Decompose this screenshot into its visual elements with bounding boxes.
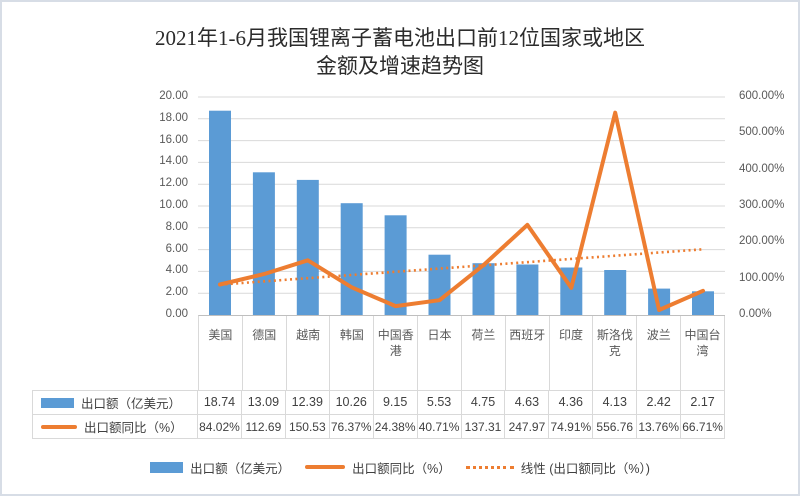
table-cell: 12.39 [286, 391, 330, 414]
bar-斯洛伐克 [604, 270, 627, 315]
table-row-export-value: 出口额（亿美元） 18.74 13.09 12.39 10.26 9.15 5.53 4.7… [32, 390, 726, 414]
left-axis-tick: 16.00 [159, 133, 188, 146]
bar-中国香港 [384, 215, 407, 315]
legend-label: 出口额（亿美元） [190, 461, 291, 476]
legend-label: 线性 (出口额同比（%）) [520, 461, 650, 476]
right-axis-tick: 400.00% [739, 162, 785, 175]
left-axis-tick: 8.00 [165, 220, 188, 233]
right-y-axis: 600.00% 500.00% 400.00% 300.00% 200.00% 100.0… [739, 90, 798, 320]
table-cell: 150.53 [286, 415, 330, 438]
category-label-越南: 越南 [287, 316, 331, 390]
table-row-label-text: 出口额（亿美元） [81, 397, 182, 411]
table-cell: 4.36 [549, 391, 594, 414]
table-cell: 4.63 [505, 391, 550, 414]
table-cell: 2.17 [681, 391, 726, 414]
right-axis-tick: 300.00% [739, 199, 785, 211]
table-cell: 5.53 [418, 391, 462, 414]
table-cell: 137.31 [462, 415, 506, 438]
legend-trend-key-icon [465, 465, 514, 469]
table-row-export-growth: 出口额同比（%） 84.02% 112.69 150.53 76.37% 24.38% 4… [32, 414, 726, 439]
legend-label: 出口额同比（%） [352, 461, 451, 476]
table-cell: 74.91% [549, 415, 594, 438]
growth-line [218, 110, 705, 312]
right-axis-tick: 200.00% [739, 235, 785, 248]
category-label-德国: 德国 [243, 316, 287, 390]
left-axis-tick: 12.00 [159, 177, 188, 190]
left-axis-tick: 18.00 [159, 111, 188, 124]
table-cell: 66.71% [681, 415, 726, 438]
left-axis-tick: 2.00 [165, 286, 188, 299]
chart-title: 2021年1-6月我国锂离子蓄电池出口前12位国家或地区 金额及增速趋势图 [2, 24, 798, 80]
table-cell: 13.09 [242, 391, 286, 414]
category-axis: 美国 德国 越南 韩国 中国香港 日本 荷兰 西班牙 印度 斯洛伐克 波兰 中国台湾 [198, 315, 725, 390]
right-axis-tick: 100.00% [739, 271, 785, 284]
table-cell: 84.02% [198, 415, 242, 438]
category-label-日本: 日本 [418, 316, 462, 390]
right-axis-tick: 500.00% [739, 126, 785, 139]
table-cell: 247.97 [505, 415, 550, 438]
left-axis-tick: 14.00 [159, 155, 188, 168]
table-cell: 2.42 [637, 391, 682, 414]
category-label-中国台湾: 中国台湾 [681, 316, 725, 390]
left-axis-tick: 4.00 [165, 264, 188, 277]
table-row-label-export-value: 出口额（亿美元） [32, 391, 198, 414]
table-cell: 9.15 [374, 391, 418, 414]
legend-item-bar: 出口额（亿美元） [150, 458, 290, 477]
legend-item-line: 出口额同比（%） [305, 458, 451, 477]
chart-legend: 出口额（亿美元） 出口额同比（%） 线性 (出口额同比（%）) [2, 452, 798, 482]
table-cell: 76.37% [330, 415, 374, 438]
table-cell: 4.13 [593, 391, 638, 414]
table-row-label-text: 出口额同比（%） [84, 421, 183, 435]
category-label-韩国: 韩国 [330, 316, 375, 390]
left-axis-tick: 20.00 [159, 90, 188, 102]
category-label-西班牙: 西班牙 [506, 316, 550, 390]
table-cell: 24.38% [374, 415, 418, 438]
table-cell: 4.75 [462, 391, 506, 414]
category-label-斯洛伐克: 斯洛伐克 [593, 316, 638, 390]
bar-美国 [209, 110, 231, 315]
right-axis-tick: 0.00% [739, 308, 772, 320]
left-axis-tick: 10.00 [159, 199, 188, 211]
table-cell: 556.76 [593, 415, 638, 438]
chart-title-line2: 金额及增速趋势图 [316, 54, 484, 78]
table-cell: 18.74 [198, 391, 242, 414]
category-label-中国香港: 中国香港 [374, 316, 419, 390]
bar-荷兰 [472, 263, 495, 315]
category-label-波兰: 波兰 [637, 316, 682, 390]
table-cell: 112.69 [242, 415, 286, 438]
category-label-荷兰: 荷兰 [462, 316, 506, 390]
plot-area [198, 96, 725, 315]
line-series-key-icon [41, 424, 77, 429]
bar-韩国 [340, 203, 363, 315]
bar-西班牙 [516, 264, 539, 315]
table-row-label-export-growth: 出口额同比（%） [32, 415, 198, 438]
category-label-美国: 美国 [199, 316, 243, 390]
bar-德国 [252, 172, 275, 315]
left-y-axis: 20.00 18.00 16.00 14.00 12.00 10.00 8.00 6.00 4.… [102, 90, 188, 320]
category-label-印度: 印度 [550, 316, 594, 390]
table-cell: 10.26 [330, 391, 374, 414]
right-axis-tick: 600.00% [739, 90, 785, 102]
left-axis-tick: 0.00 [165, 308, 188, 320]
bar-中国台湾 [692, 291, 714, 315]
left-axis-tick: 6.00 [165, 242, 188, 255]
table-cells-export-growth: 84.02% 112.69 150.53 76.37% 24.38% 40.71% 137.… [198, 415, 726, 438]
chart-title-line1: 2021年1-6月我国锂离子蓄电池出口前12位国家或地区 [155, 26, 645, 50]
table-cells-export-value: 18.74 13.09 12.39 10.26 9.15 5.53 4.75 4.63 4.36… [198, 391, 726, 414]
legend-line-key-icon [305, 465, 346, 469]
table-cell: 13.76% [637, 415, 682, 438]
bar-越南 [296, 179, 319, 315]
table-cell: 40.71% [418, 415, 462, 438]
bar-series-key-icon [41, 397, 74, 408]
legend-item-trend: 线性 (出口额同比（%）) [465, 458, 650, 477]
bar-日本 [428, 254, 451, 315]
legend-bar-key-icon [150, 461, 184, 473]
